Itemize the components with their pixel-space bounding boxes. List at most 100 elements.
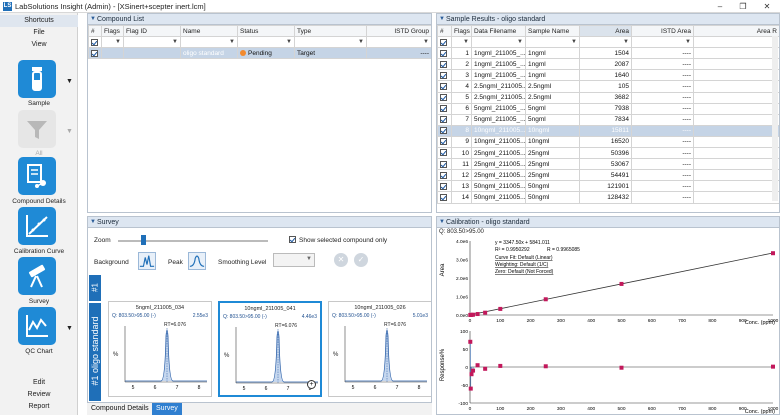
filter-cell[interactable]: ▼ [631,36,694,49]
row-number-cell[interactable] [437,135,452,149]
filter-cell[interactable]: ▼ [693,36,779,49]
filter-cell[interactable]: ▼ [180,36,238,49]
filter-cell[interactable]: ▼ [123,36,181,49]
row-checkbox[interactable] [91,49,98,57]
filter-icon[interactable]: ▼ [623,39,629,46]
row-checkbox[interactable] [440,82,447,90]
tab-survey[interactable]: Survey [152,403,182,415]
filter-icon[interactable]: ▼ [517,39,523,46]
filter-icon[interactable]: ▼ [685,39,691,46]
show-selected-checkbox[interactable] [289,236,296,243]
nav-shortcuts[interactable]: Shortcuts [0,15,78,27]
sample-results-scrollbar[interactable] [772,36,778,201]
group-number-tab[interactable]: #1 [89,275,101,301]
filter-cell[interactable]: ▼ [366,36,431,49]
close-icon[interactable]: ✕ [763,2,771,11]
row-checkbox[interactable] [440,60,447,68]
filter-icon[interactable]: ▼ [463,39,469,46]
nav-edit[interactable]: Edit [32,379,46,386]
table-row[interactable]: 2 1ngml_211005_... 1ngml 2087 ---- [437,58,779,71]
row-checkbox[interactable] [440,49,447,57]
col-header[interactable]: Status [237,24,295,38]
row-checkbox[interactable] [440,182,447,190]
collapse-icon[interactable]: ▼ [90,219,96,225]
calibration-curve-button[interactable] [18,207,56,245]
table-row[interactable]: 13 50ngml_211005... 50ngml 121901 ---- [437,180,779,193]
col-header[interactable]: # [88,24,102,38]
row-checkbox[interactable] [440,138,447,146]
row-number-cell[interactable] [437,91,452,104]
filter-icon[interactable]: ▼ [358,39,364,46]
nav-file[interactable]: File [33,29,45,36]
filter-cell[interactable]: ▼ [525,36,580,49]
table-row[interactable]: oligo standard Pending Target ---- [88,47,431,60]
row-number-cell[interactable] [437,113,452,126]
row-number-cell[interactable] [437,124,452,137]
col-header[interactable]: Type [294,24,367,38]
calibration-chart[interactable]: Area Response% y = 3347.50x + 5841.011 R… [437,235,779,415]
collapse-icon[interactable]: ▼ [90,16,96,22]
table-row[interactable]: 10 25ngml_211005... 25ngml 50396 ---- [437,147,779,160]
qc-chart-dropdown-arrow[interactable]: ▼ [66,325,73,332]
row-checkbox[interactable] [440,160,447,168]
row-checkbox[interactable] [440,105,447,113]
zoom-slider-track[interactable] [118,240,268,242]
col-header[interactable]: # [437,24,452,38]
row-checkbox[interactable] [440,116,447,124]
table-row[interactable]: 1 1ngml_211005_... 1ngml 1504 ---- [437,47,779,60]
row-number-cell[interactable] [437,180,452,193]
row-number-cell[interactable] [437,147,452,160]
qc-chart-button[interactable] [18,307,56,345]
table-row[interactable]: 8 10ngml_211005... 10ngml 15811 ---- [437,124,779,137]
peak-thumbnail[interactable]: 5ngml_211005_034 Q: 803.50>95.00 (-) 2.55e… [108,301,212,397]
group-name-tab[interactable]: #1 oligo standard [89,303,101,401]
zoom-in-icon[interactable]: + [307,380,316,389]
filter-cell[interactable] [88,36,102,49]
table-row[interactable]: 6 5ngml_211005_... 5ngml 7938 ---- [437,102,779,115]
filter-icon[interactable]: ▼ [115,39,121,46]
col-header[interactable]: Data Filename [471,24,526,38]
nav-review[interactable]: Review [27,391,51,398]
row-checkbox[interactable] [440,193,447,201]
row-checkbox-cell[interactable] [88,47,102,60]
row-number-cell[interactable] [437,47,452,60]
col-header[interactable]: Flag ID [123,24,181,38]
nav-report[interactable]: Report [28,403,50,410]
filter-icon[interactable]: ▼ [172,39,178,46]
filter-cell[interactable]: ▼ [471,36,526,49]
col-header[interactable]: Name [180,24,238,38]
sample-button[interactable] [18,60,56,98]
smoothing-level-select[interactable]: ▼ [273,253,315,267]
filter-icon[interactable]: ▼ [286,39,292,46]
table-row[interactable]: 5 2.5ngml_211005... 2.5ngml 3682 ---- [437,91,779,104]
table-row[interactable]: 7 5ngml_211005_... 5ngml 7834 ---- [437,113,779,126]
survey-button[interactable] [18,257,56,295]
nav-view[interactable]: View [31,41,47,48]
col-header[interactable]: ISTD Area [631,24,694,38]
restore-icon[interactable]: ❐ [739,2,747,11]
col-header[interactable]: Sample Name [525,24,580,38]
select-all-checkbox[interactable] [91,38,98,46]
filter-cell[interactable]: ▼ [579,36,632,49]
col-header[interactable]: Flags [101,24,124,38]
collapse-icon[interactable]: ▼ [439,219,445,225]
row-number-cell[interactable] [437,158,452,171]
row-checkbox[interactable] [440,127,447,135]
minimize-icon[interactable]: – [717,2,723,11]
compound-details-button[interactable] [18,157,56,195]
peak-toggle[interactable] [188,252,206,270]
filter-cell[interactable]: ▼ [451,36,472,49]
tab-compound-details[interactable]: Compound Details [91,405,149,412]
table-row[interactable]: 11 25ngml_211005... 25ngml 53067 ---- [437,158,779,171]
sample-dropdown-arrow[interactable]: ▼ [66,78,73,85]
row-number-cell[interactable] [437,191,452,204]
col-header[interactable]: Area R [693,24,779,38]
filter-icon[interactable]: ▼ [423,39,429,46]
table-row[interactable]: 3 1ngml_211005_... 1ngml 1640 ---- [437,69,779,82]
filter-icon[interactable]: ▼ [571,39,577,46]
table-row[interactable]: 14 50ngml_211005... 50ngml 128432 ---- [437,191,779,204]
col-header[interactable]: ISTD Group [366,24,431,38]
row-number-cell[interactable] [437,69,452,82]
row-checkbox[interactable] [440,94,447,101]
row-number-cell[interactable] [437,102,452,115]
